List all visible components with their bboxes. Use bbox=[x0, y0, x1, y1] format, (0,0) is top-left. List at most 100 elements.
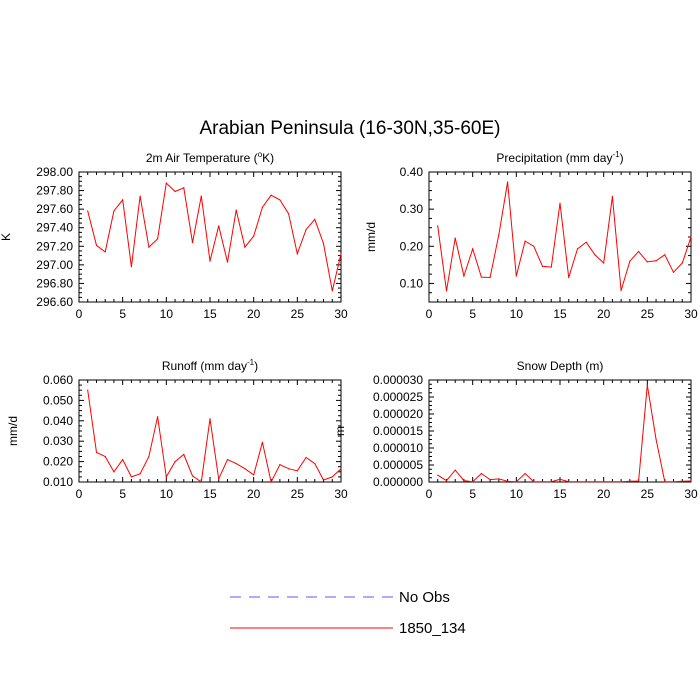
plot-frame bbox=[428, 379, 692, 483]
data-point bbox=[480, 472, 482, 475]
data-point bbox=[305, 228, 307, 231]
x-tick-label: 25 bbox=[291, 487, 305, 501]
y-tick-label: 0.000015 bbox=[373, 424, 423, 438]
data-point bbox=[244, 246, 246, 248]
data-point bbox=[148, 246, 150, 248]
data-point bbox=[585, 241, 587, 243]
data-point bbox=[174, 190, 176, 193]
x-tick-label: 5 bbox=[119, 487, 126, 501]
data-point bbox=[594, 481, 596, 483]
data-point bbox=[288, 213, 290, 215]
data-point bbox=[331, 290, 333, 292]
data-point bbox=[550, 481, 552, 483]
x-tick-label: 0 bbox=[76, 307, 83, 321]
y-tick-label: 0.000010 bbox=[373, 441, 423, 455]
data-point bbox=[165, 182, 167, 184]
data-point bbox=[559, 202, 561, 204]
data-point bbox=[322, 479, 325, 481]
y-tick-label: 0.40 bbox=[400, 165, 424, 179]
data-point bbox=[139, 473, 141, 475]
data-point bbox=[690, 480, 692, 482]
x-tick-label: 25 bbox=[291, 307, 305, 321]
data-point bbox=[515, 275, 517, 277]
x-tick-label: 10 bbox=[160, 307, 174, 321]
data-point bbox=[576, 248, 579, 250]
y-tick-label: 297.00 bbox=[36, 258, 73, 272]
data-point bbox=[655, 260, 657, 262]
y-tick-label: 0.050 bbox=[43, 393, 73, 407]
legend: No Obs 1850_134 bbox=[230, 589, 466, 637]
x-tick-label: 30 bbox=[684, 307, 698, 321]
data-point bbox=[87, 210, 89, 212]
data-point bbox=[603, 481, 605, 483]
series-line bbox=[87, 390, 342, 484]
x-tick-label: 10 bbox=[510, 487, 524, 501]
panel-3: Runoff (mm day-1) mm/d 0 5 10 15 20 25 30 0.010 0.… bbox=[6, 358, 348, 501]
data-point bbox=[507, 181, 509, 183]
data-point bbox=[664, 254, 666, 256]
panel-2: Precipitation (mm day-1) mm/d 0 5 10 15 20 25 30… bbox=[364, 150, 698, 321]
y-axis-label: m bbox=[333, 426, 347, 436]
y-tick-label: 0.010 bbox=[43, 475, 73, 489]
data-point bbox=[533, 481, 535, 483]
data-point bbox=[191, 475, 194, 477]
data-point bbox=[340, 253, 342, 255]
data-point bbox=[463, 480, 465, 482]
data-point bbox=[139, 195, 141, 197]
data-point bbox=[122, 199, 124, 201]
series-line bbox=[437, 385, 692, 483]
y-tick-label: 0.000020 bbox=[373, 407, 423, 421]
panel-title: Snow Depth (m) bbox=[517, 359, 604, 373]
data-point bbox=[270, 481, 272, 483]
data-point bbox=[489, 276, 491, 279]
legend-label: No Obs bbox=[399, 589, 450, 606]
y-tick-label: 0.000030 bbox=[373, 373, 423, 387]
data-point bbox=[524, 472, 526, 475]
data-point bbox=[681, 262, 683, 264]
plot-frame bbox=[78, 171, 342, 303]
x-tick-label: 20 bbox=[597, 307, 611, 321]
data-point bbox=[253, 474, 255, 476]
x-tick-label: 10 bbox=[510, 307, 524, 321]
data-point bbox=[489, 479, 491, 481]
data-point bbox=[279, 464, 281, 466]
data-point bbox=[594, 254, 596, 256]
x-tick-label: 30 bbox=[334, 307, 348, 321]
data-point bbox=[235, 209, 237, 211]
data-point bbox=[296, 253, 298, 255]
y-axis-label: mm/d bbox=[6, 416, 20, 446]
panel-1: 2m Air Temperature (oK) K 0 5 10 15 20 25 30 296.… bbox=[0, 150, 348, 321]
data-point bbox=[87, 389, 89, 391]
data-point bbox=[244, 468, 246, 470]
data-point bbox=[157, 238, 159, 240]
data-point bbox=[226, 458, 229, 461]
data-point bbox=[445, 290, 448, 292]
data-point bbox=[148, 455, 150, 458]
data-point bbox=[113, 471, 115, 473]
data-point bbox=[672, 271, 675, 273]
x-tick-label: 25 bbox=[641, 487, 655, 501]
data-point bbox=[620, 481, 622, 483]
data-point bbox=[235, 463, 237, 465]
x-tick-label: 10 bbox=[160, 487, 174, 501]
data-point bbox=[279, 199, 281, 201]
data-point bbox=[498, 478, 500, 480]
panel-title: Runoff (mm day-1) bbox=[162, 358, 258, 373]
legend-label: 1850_134 bbox=[399, 620, 466, 637]
plot-frame bbox=[428, 171, 692, 303]
data-point bbox=[288, 468, 290, 470]
data-point bbox=[183, 453, 185, 456]
x-tick-label: 5 bbox=[469, 307, 476, 321]
data-point bbox=[498, 233, 500, 235]
data-point bbox=[200, 481, 202, 483]
data-point bbox=[463, 275, 465, 277]
data-point bbox=[174, 461, 176, 463]
panel-title: 2m Air Temperature (oK) bbox=[146, 150, 274, 165]
y-tick-label: 0.20 bbox=[400, 239, 424, 253]
data-point bbox=[340, 468, 342, 470]
data-point bbox=[646, 261, 648, 263]
data-point bbox=[261, 206, 263, 208]
x-tick-label: 20 bbox=[247, 307, 261, 321]
data-point bbox=[445, 480, 448, 482]
data-point bbox=[314, 218, 316, 220]
